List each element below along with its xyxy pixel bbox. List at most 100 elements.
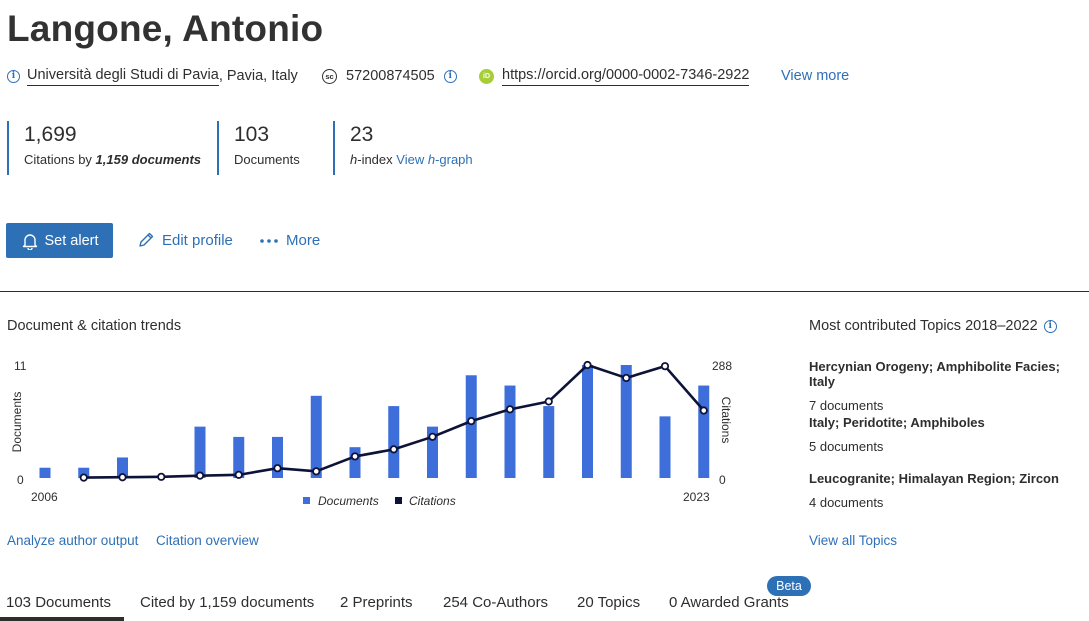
- citations-metric: 1,699 Citations by 1,159 documents: [7, 121, 207, 175]
- documents-bar-2017[interactable]: [465, 375, 477, 478]
- more-dots-icon: [260, 239, 278, 243]
- scopus-id-row: sc 57200874505 i: [322, 64, 457, 88]
- x-axis-end-label: 2023: [683, 490, 710, 504]
- h-graph-link-h: h: [427, 152, 436, 167]
- citations-point-2017[interactable]: [467, 417, 476, 426]
- active-tab-indicator: [0, 617, 124, 621]
- citations-point-2013[interactable]: [312, 467, 321, 476]
- affiliation-link[interactable]: Università degli Studi di Pavia: [27, 67, 219, 86]
- more-button[interactable]: More: [259, 231, 320, 249]
- citations-point-2007[interactable]: [79, 473, 88, 482]
- orcid-row: iD https://orcid.org/0000-0002-7346-2922: [479, 64, 750, 88]
- topics-header: Most contributed Topics 2018–2022 i: [809, 318, 1057, 334]
- documents-bar-2016[interactable]: [427, 426, 438, 478]
- citations-point-2010[interactable]: [195, 471, 205, 480]
- edit-profile-button[interactable]: Edit profile: [137, 231, 233, 249]
- tab-co-authors[interactable]: 254 Co-Authors: [443, 594, 549, 611]
- citations-point-2011[interactable]: [234, 470, 243, 479]
- view-more-link[interactable]: View more: [781, 68, 850, 84]
- citations-label-text: Citations by: [24, 152, 96, 167]
- topic-name[interactable]: Leucogranite; Himalayan Region; Zircon: [809, 471, 1059, 486]
- x-axis-start-label: 2006: [31, 490, 58, 504]
- topic-item[interactable]: Italy; Peridotite; Amphiboles 5 document…: [809, 415, 985, 454]
- documents-bar-2022[interactable]: [659, 416, 671, 478]
- citations-point-2021[interactable]: [622, 373, 631, 383]
- beta-badge: Beta: [767, 576, 811, 596]
- citations-documents-link[interactable]: 1,159 documents: [95, 152, 202, 167]
- y-axis-max-label: 11: [14, 359, 27, 373]
- y2-axis-min-label: 0: [719, 473, 726, 487]
- orcid-icon: iD: [479, 68, 494, 84]
- trends-chart: 11 0 288 0 Documents Citations 2006 2023…: [10, 359, 733, 508]
- scopus-id-info-icon[interactable]: i: [443, 69, 457, 83]
- citations-point-2016[interactable]: [428, 432, 437, 441]
- h-index-value: 23: [350, 123, 374, 146]
- citations-point-2019[interactable]: [544, 397, 553, 406]
- documents-bar-2019[interactable]: [543, 406, 555, 478]
- affiliation-location: , Pavia, Italy: [218, 68, 298, 84]
- tab-cited-by[interactable]: Cited by 1,159 documents: [140, 594, 315, 611]
- bell-icon: [22, 233, 37, 250]
- view-h-graph-link[interactable]: View h-graph: [396, 152, 472, 167]
- documents-bar-2018[interactable]: [504, 385, 516, 478]
- h-graph-link-suffix: -graph: [435, 152, 473, 167]
- documents-bar-2011[interactable]: [233, 436, 245, 478]
- documents-bar-2015[interactable]: [388, 406, 400, 478]
- documents-bar-2021[interactable]: [620, 365, 632, 478]
- tab-preprints[interactable]: 2 Preprints: [340, 594, 413, 611]
- tab-documents[interactable]: 103 Documents: [6, 594, 112, 611]
- documents-metric: 103 Documents: [217, 121, 327, 175]
- citations-point-2023[interactable]: [699, 406, 708, 415]
- citations-point-2020[interactable]: [583, 360, 592, 370]
- citations-point-2015[interactable]: [389, 445, 398, 454]
- analyze-author-output-link[interactable]: Analyze author output: [7, 533, 139, 548]
- citations-point-2012[interactable]: [273, 464, 282, 473]
- citations-point-2018[interactable]: [505, 405, 515, 414]
- h-index-metric: 23 h-index View h-graph: [333, 121, 503, 175]
- documents-count: 103: [234, 123, 270, 146]
- topic-item[interactable]: Leucogranite; Himalayan Region; Zircon 4…: [809, 471, 1059, 510]
- documents-bar-2010[interactable]: [194, 426, 206, 478]
- tab-bar: 103 Documents Cited by 1,159 documents 2…: [0, 594, 800, 621]
- citations-point-2008[interactable]: [118, 473, 127, 482]
- topic-name[interactable]: Italy; Peridotite; Amphiboles: [809, 415, 985, 430]
- tab-awarded-grants[interactable]: 0 Awarded Grants: [669, 594, 789, 611]
- documents-bar-2013[interactable]: [310, 395, 322, 478]
- documents-bar-2008[interactable]: [117, 457, 128, 478]
- author-name: Langone, Antonio: [7, 8, 324, 49]
- set-alert-button[interactable]: Set alert: [6, 223, 113, 258]
- citations-point-2014[interactable]: [350, 452, 360, 461]
- y-axis-min-label: 0: [17, 473, 24, 487]
- h-index-h: h: [350, 152, 358, 167]
- documents-bar-2006[interactable]: [39, 467, 51, 478]
- topic-doc-count: 4 documents: [809, 495, 884, 510]
- h-index-suffix: -index: [357, 152, 397, 167]
- citations-count: 1,699: [24, 123, 77, 146]
- citations-point-2022[interactable]: [660, 362, 670, 371]
- topic-doc-count: 5 documents: [809, 439, 884, 454]
- documents-bar-2020[interactable]: [582, 365, 593, 478]
- citation-overview-link[interactable]: Citation overview: [156, 533, 259, 548]
- topic-name[interactable]: Hercynian Orogeny; Amphibolite Facies; I…: [809, 359, 1060, 389]
- legend-documents-label: Documents: [318, 494, 379, 508]
- topics-info-icon[interactable]: i: [1043, 319, 1057, 333]
- documents-bar-2014[interactable]: [349, 447, 361, 478]
- topic-item[interactable]: Hercynian Orogeny; Amphibolite Facies; I…: [809, 359, 1089, 413]
- h-index-label: h-index View h-graph: [350, 152, 503, 167]
- scopus-id: 57200874505: [346, 68, 435, 84]
- topics-title: Most contributed Topics 2018–2022: [809, 318, 1038, 334]
- affiliation-row: i Università degli Studi di Pavia , Pavi…: [7, 64, 298, 88]
- y-axis-title: Documents: [10, 392, 24, 453]
- set-alert-label: Set alert: [44, 232, 99, 249]
- y2-axis-title: Citations: [719, 397, 733, 444]
- citations-point-2009[interactable]: [157, 472, 166, 481]
- tab-topics[interactable]: 20 Topics: [577, 594, 641, 611]
- info-icon[interactable]: i: [7, 69, 20, 83]
- view-all-topics-link[interactable]: View all Topics: [809, 533, 898, 548]
- documents-bar-2012[interactable]: [272, 436, 283, 478]
- legend-documents-swatch: [303, 497, 310, 504]
- documents-bar-2007[interactable]: [78, 467, 90, 478]
- topic-doc-count: 7 documents: [809, 398, 884, 413]
- documents-bar-2023[interactable]: [698, 385, 710, 478]
- orcid-link[interactable]: https://orcid.org/0000-0002-7346-2922: [502, 67, 750, 86]
